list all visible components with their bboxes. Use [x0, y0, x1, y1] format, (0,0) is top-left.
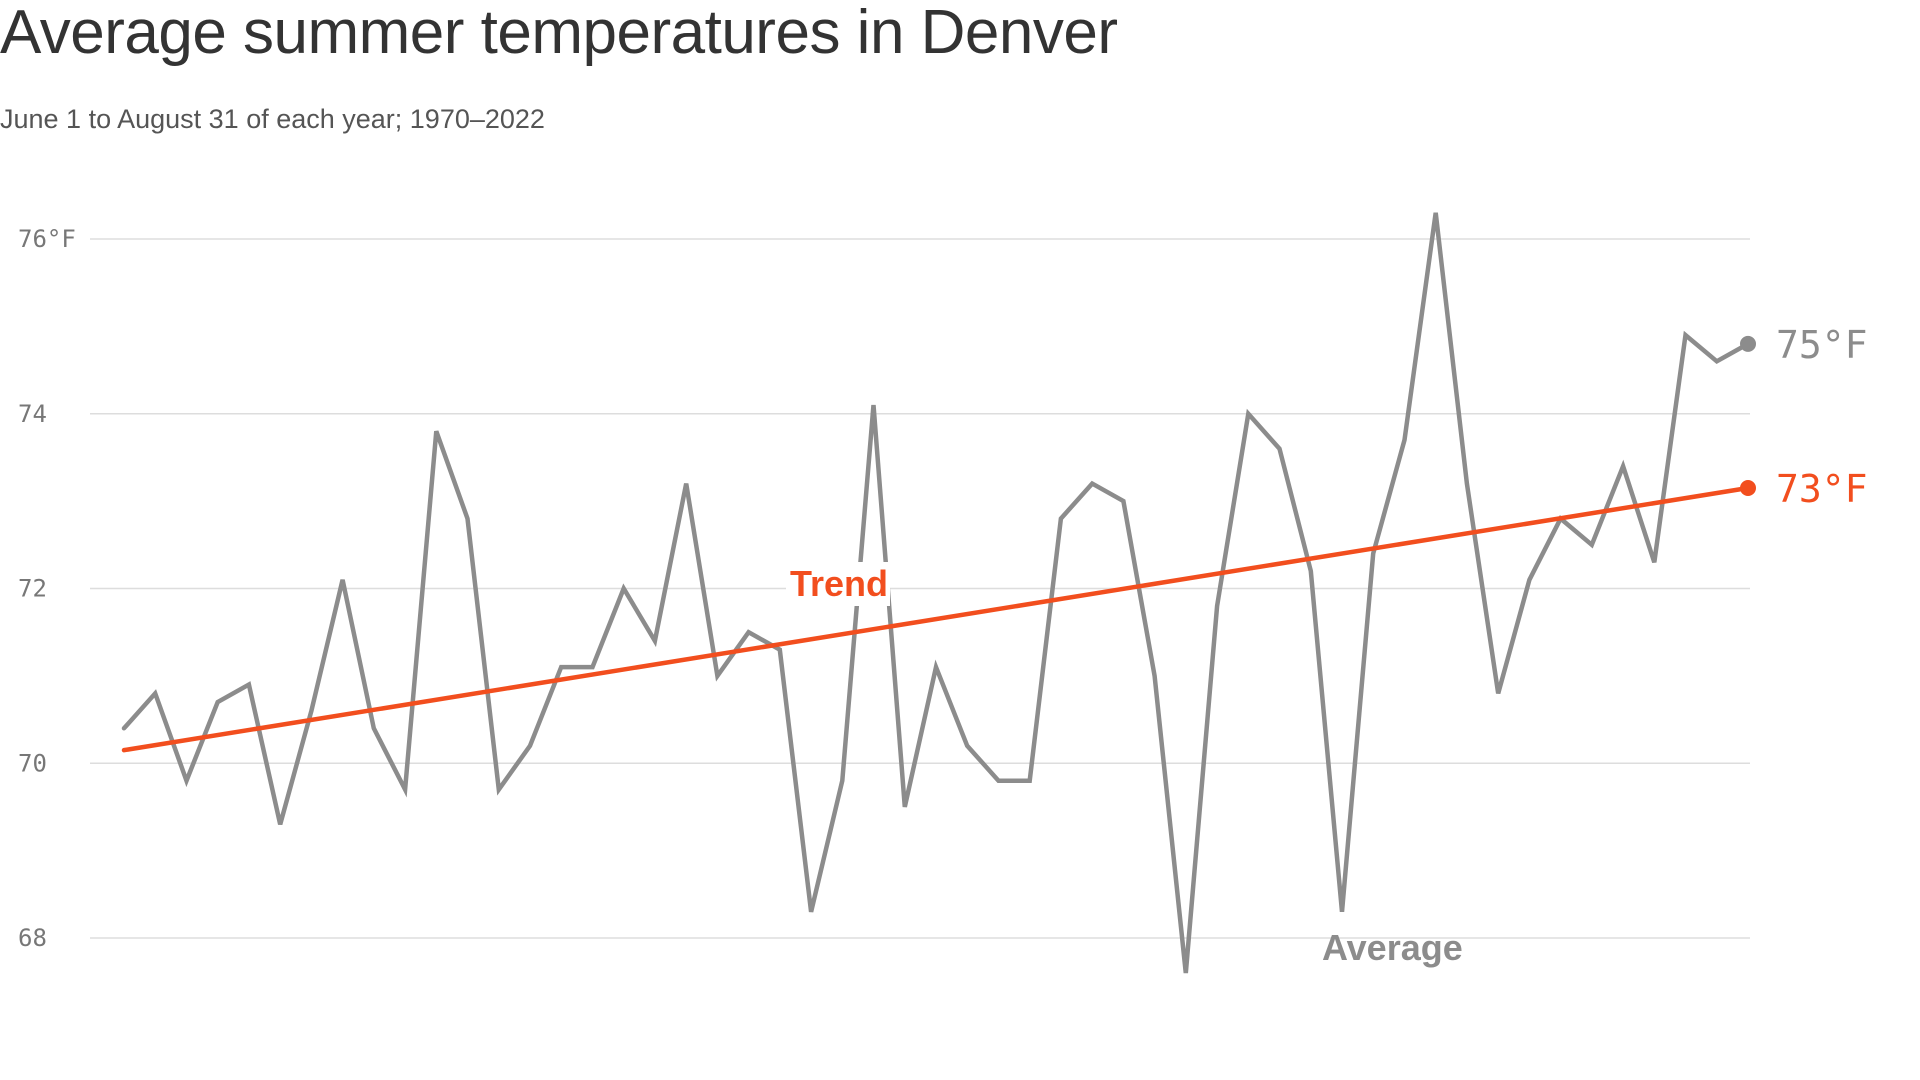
trend-line	[121, 485, 1751, 753]
average-line	[121, 212, 1751, 974]
trend-label-background	[786, 562, 890, 606]
average-end-label: 75°F	[1776, 323, 1868, 367]
average-end-point	[1740, 335, 1756, 352]
series-lines	[121, 212, 1756, 974]
series-labels: 75°F 73°F Trend Average	[790, 323, 1868, 968]
trend-end-point	[1740, 480, 1756, 497]
y-tick-label-76: 76°F	[18, 225, 76, 253]
trend-end-label: 73°F	[1776, 467, 1868, 511]
trend-series-label: Trend	[790, 563, 888, 604]
y-tick-label-72: 72	[18, 575, 47, 603]
y-axis-ticks: 76°F 74 72 70 68	[18, 225, 76, 952]
y-tick-label-68: 68	[18, 924, 47, 952]
y-tick-label-74: 74	[18, 400, 47, 428]
y-tick-label-70: 70	[18, 749, 47, 777]
chart-subtitle: June 1 to August 31 of each year; 1970–2…	[0, 104, 545, 134]
chart-title: Average summer temperatures in Denver	[0, 0, 1118, 67]
average-series-label: Average	[1322, 927, 1463, 968]
gridlines	[90, 238, 1750, 939]
